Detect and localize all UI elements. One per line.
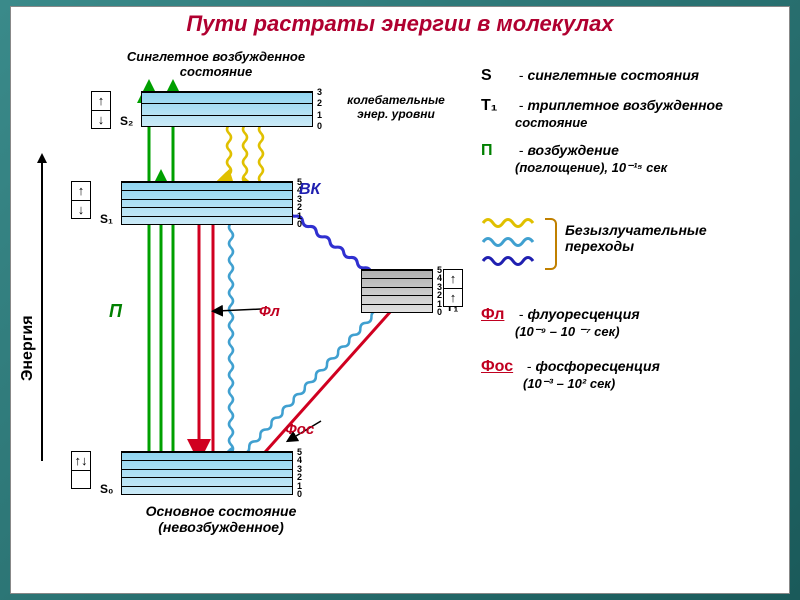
label-Fl: Фл: [259, 303, 280, 320]
legend-Fl: Фл - флуоресценция (10⁻⁹ – 10 ⁻⁷ сек): [481, 306, 791, 340]
legend-T1-text: триплетное возбужденное: [527, 97, 722, 113]
legend-Fos-sym: Фос: [481, 358, 523, 376]
spin-box: ↑↓: [71, 181, 91, 219]
legend-S-text: синглетные состояния: [527, 67, 699, 83]
legend: S - синглетные состояния T₁ - триплетное…: [481, 67, 791, 547]
legend-S: S - синглетные состояния: [481, 67, 791, 85]
spin-box: ↑↓: [91, 91, 111, 129]
wave-blue-icon: [481, 254, 541, 268]
legend-nonrad: Безызлучательные переходы: [481, 216, 791, 306]
label-P: П: [109, 301, 122, 322]
label-VK: ВК: [299, 181, 320, 199]
wave-yellow-icon: [481, 216, 541, 230]
legend-S-sym: S: [481, 67, 515, 85]
legend-Fos-sub: (10⁻³ – 10² сек): [523, 376, 791, 392]
level-T1: 012345T₁: [361, 269, 433, 313]
slide-title: Пути растраты энергии в молекулах: [11, 11, 789, 37]
jablonski-diagram: Энергия Синглетное возбужденное состояни…: [31, 51, 471, 561]
legend-P: П - возбуждение (поглощение), 10⁻¹⁵ сек: [481, 142, 791, 176]
legend-T1-sub: состояние: [515, 115, 791, 130]
spin-box: ↑↓: [71, 451, 91, 489]
level-S2: 0123S₂: [141, 91, 313, 127]
legend-T1: T₁ - триплетное возбужденное состояние: [481, 97, 791, 130]
legend-Fl-sub: (10⁻⁹ – 10 ⁻⁷ сек): [515, 324, 791, 340]
legend-P-text: возбуждение: [527, 142, 618, 158]
legend-P-sym: П: [481, 142, 515, 160]
wave-cyan-icon: [481, 235, 541, 249]
legend-Fl-sym: Фл: [481, 306, 515, 324]
legend-T1-sym: T₁: [481, 97, 515, 115]
legend-Fos-text: фосфоресценция: [535, 358, 659, 374]
label-Fos: Фос: [285, 421, 314, 438]
brace-icon: [545, 218, 557, 270]
slide-background: Пути растраты энергии в молекулах Энерги…: [0, 0, 800, 600]
legend-nonrad-text: Безызлучательные переходы: [565, 222, 707, 254]
content-panel: Пути растраты энергии в молекулах Энерги…: [10, 6, 790, 594]
legend-nonrad-waves: [481, 216, 541, 273]
legend-Fos: Фос - фосфоресценция (10⁻³ – 10² сек): [481, 358, 791, 392]
level-S1: 012345S₁: [121, 181, 293, 225]
level-S0: 012345S₀: [121, 451, 293, 495]
legend-P-sub: (поглощение), 10⁻¹⁵ сек: [515, 160, 791, 176]
legend-Fl-text: флуоресценция: [527, 306, 639, 322]
spin-box: ↑↑: [443, 269, 463, 307]
